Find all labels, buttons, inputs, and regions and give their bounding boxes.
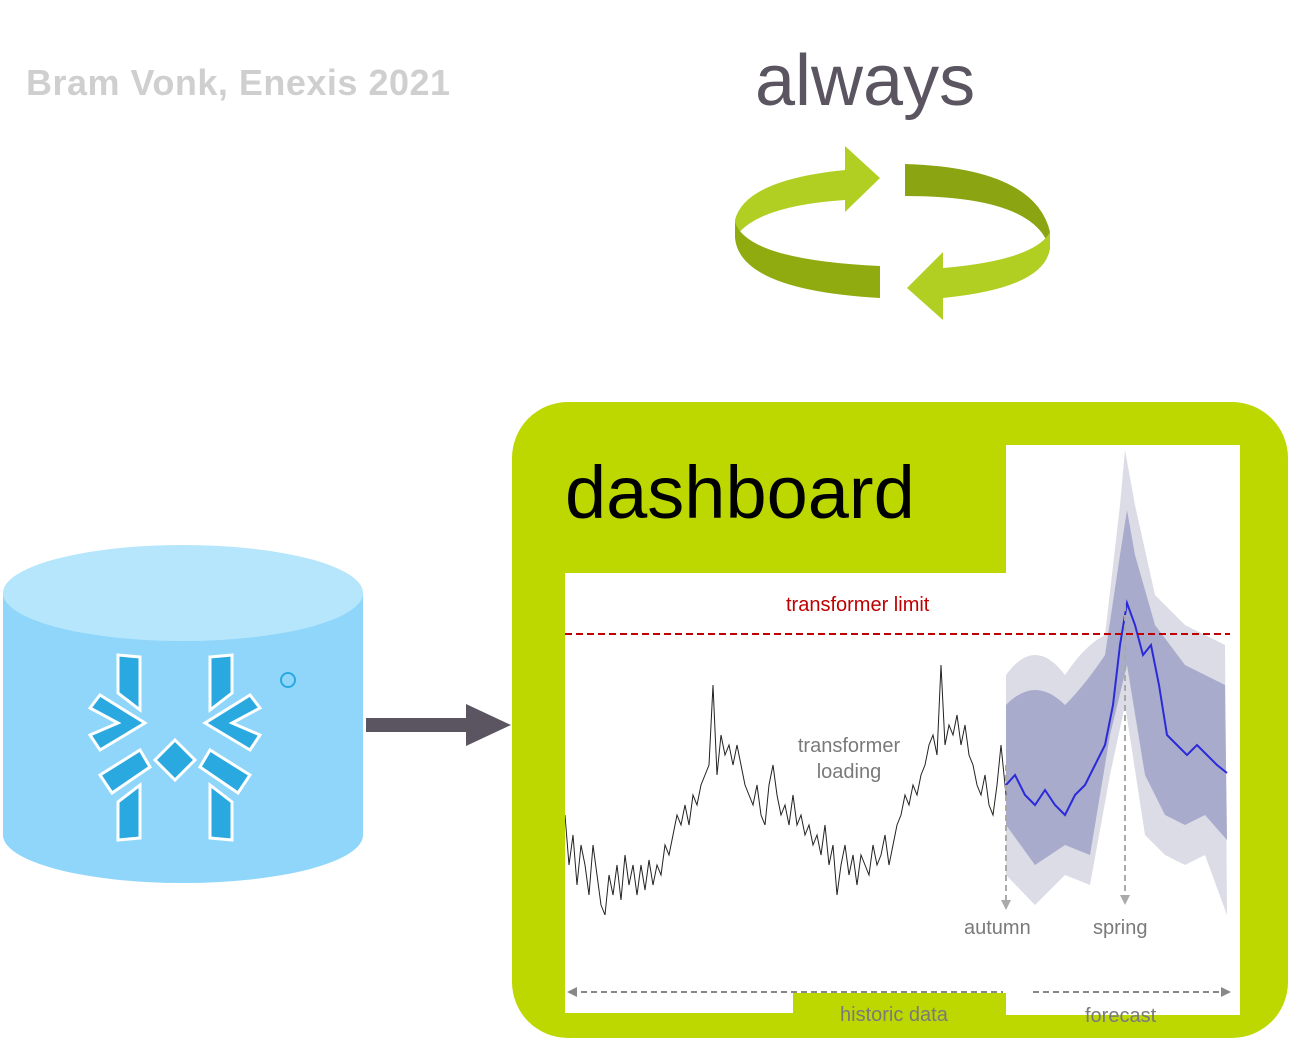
limit-label: transformer limit — [786, 594, 930, 616]
dashboard-title: dashboard — [565, 451, 915, 534]
loading-forecast-chart — [565, 445, 1240, 1015]
forecast-inner-band — [1006, 510, 1227, 865]
cycle-arrows-icon — [735, 146, 1050, 320]
loading-label: transformer loading — [797, 735, 901, 783]
snowflake-database-icon — [3, 545, 363, 883]
cycle-label: always — [755, 41, 976, 121]
snowflake-icon — [87, 653, 263, 842]
historic-label: historic data — [840, 1004, 948, 1026]
forecast-mean-line — [1005, 599, 1228, 817]
author-credit: Bram Vonk, Enexis 2021 — [26, 62, 451, 103]
forecast-label: forecast — [1085, 1005, 1157, 1027]
flow-arrow-icon — [366, 704, 511, 746]
historic-loading-line — [565, 664, 1007, 916]
autumn-label: autumn — [964, 917, 1031, 939]
spring-label: spring — [1093, 917, 1148, 939]
